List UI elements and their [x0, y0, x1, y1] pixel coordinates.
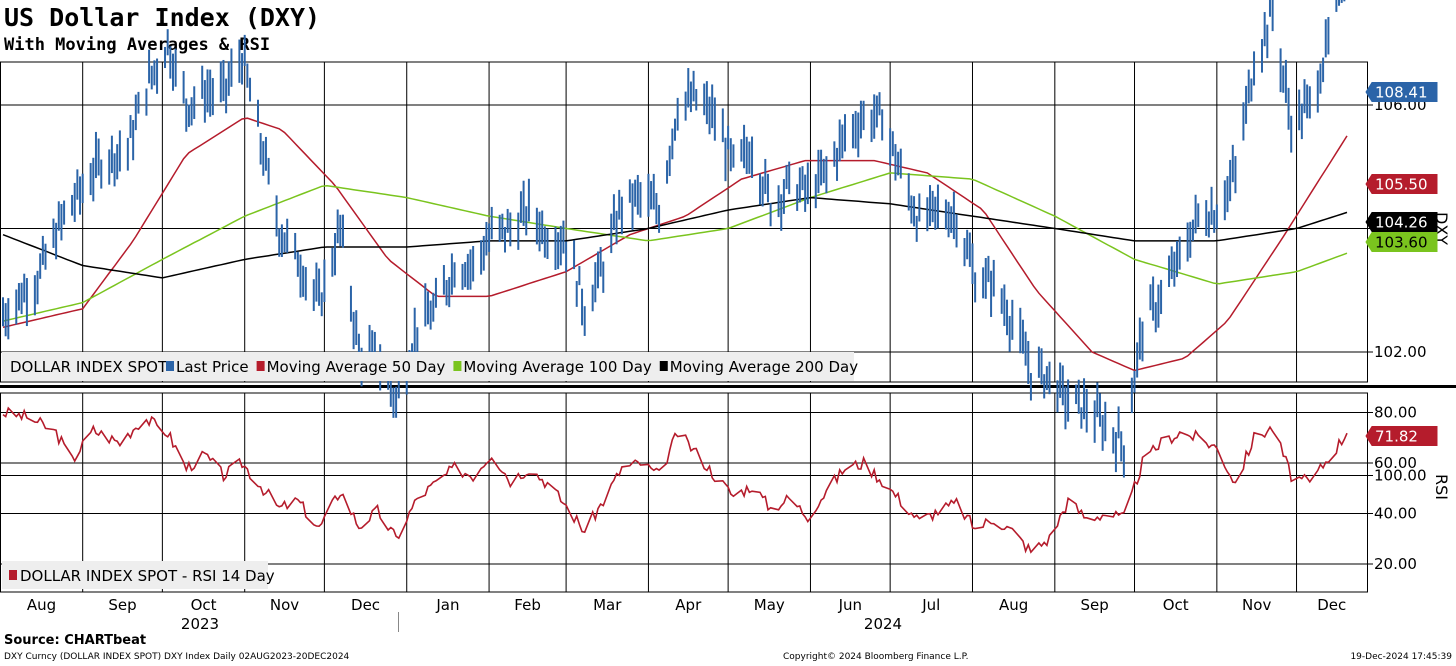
- legend-entry-rsi: DOLLAR INDEX SPOT - RSI 14 Day: [20, 567, 275, 585]
- rsi-legend-box: [2, 561, 268, 589]
- ma100-tag-label: 103.60: [1375, 234, 1428, 252]
- rsi-tick-label: 20.00: [1374, 555, 1417, 573]
- source-note: Source: CHARTbeat: [4, 633, 147, 648]
- rsi-panel-frame: [0, 392, 1368, 593]
- price-tick-label: 100.00: [1374, 467, 1427, 485]
- x-tick-label: Oct: [1163, 596, 1189, 614]
- legend-entry-ma100: Moving Average 100 Day: [463, 358, 651, 376]
- legend-swatch-ma200: [659, 361, 668, 371]
- year-label: 2023: [181, 615, 219, 633]
- rsi-tag: [1365, 426, 1438, 446]
- legend-entry-ma200: Moving Average 200 Day: [670, 358, 858, 376]
- legend-swatch-rsi: [9, 570, 17, 580]
- last-price-tag: [1365, 82, 1438, 102]
- footer-ticker: DXY Curncy (DOLLAR INDEX SPOT) DXY Index…: [4, 652, 350, 662]
- chart-subtitle: With Moving Averages & RSI: [4, 35, 271, 55]
- footer-timestamp: 19-Dec-2024 17:45:39: [1350, 652, 1452, 662]
- legend-entry-price: Last Price: [176, 358, 249, 376]
- x-tick-label: Aug: [27, 596, 56, 614]
- legend-swatch-ma50: [256, 361, 265, 371]
- rsi-tag-label: 71.82: [1375, 428, 1418, 446]
- rsi-tick-label: 80.00: [1374, 404, 1417, 422]
- rsi-axis-label: RSI: [1432, 474, 1451, 500]
- ma-line-ma100: [2, 172, 1348, 322]
- rsi-tick-label: 60.00: [1374, 454, 1417, 472]
- x-tick-label: Oct: [191, 596, 217, 614]
- price-tick-label: 102.00: [1374, 343, 1427, 361]
- x-tick-label: Nov: [270, 596, 299, 614]
- legend-swatch-price: [166, 361, 174, 371]
- chart-title: US Dollar Index (DXY): [4, 3, 321, 32]
- x-tick-label: Jul: [921, 596, 940, 614]
- x-tick-label: Dec: [1317, 596, 1346, 614]
- ma50-tag: [1365, 174, 1438, 194]
- x-tick-label: Jun: [838, 596, 862, 614]
- x-tick-label: Feb: [514, 596, 541, 614]
- ma200-tag: [1365, 212, 1438, 232]
- x-tick-label: Sep: [1081, 596, 1109, 614]
- rsi-tick-label: 40.00: [1374, 505, 1417, 523]
- ma200-tag-label: 104.26: [1375, 214, 1428, 232]
- year-label: 2024: [864, 615, 902, 633]
- x-tick-label: Aug: [999, 596, 1028, 614]
- x-tick-label: Jan: [435, 596, 459, 614]
- legend-swatch-ma100: [453, 361, 462, 371]
- x-tick-label: Dec: [351, 596, 380, 614]
- legend-title: DOLLAR INDEX SPOT: [10, 358, 168, 376]
- x-tick-label: May: [754, 596, 785, 614]
- x-tick-label: Sep: [108, 596, 136, 614]
- x-tick-label: Mar: [593, 596, 622, 614]
- footer-copyright: Copyright© 2024 Bloomberg Finance L.P.: [783, 652, 969, 662]
- ma50-tag-label: 105.50: [1375, 176, 1428, 194]
- rsi-line: [2, 406, 1348, 554]
- ma-line-ma50: [2, 117, 1348, 372]
- last-price-tag-label: 108.41: [1375, 84, 1428, 102]
- price-legend-box: [2, 352, 854, 381]
- x-tick-label: Apr: [675, 596, 702, 614]
- x-tick-label: Nov: [1242, 596, 1271, 614]
- ma100-tag: [1365, 232, 1438, 252]
- ma-line-ma200: [2, 196, 1348, 279]
- legend-entry-ma50: Moving Average 50 Day: [267, 358, 446, 376]
